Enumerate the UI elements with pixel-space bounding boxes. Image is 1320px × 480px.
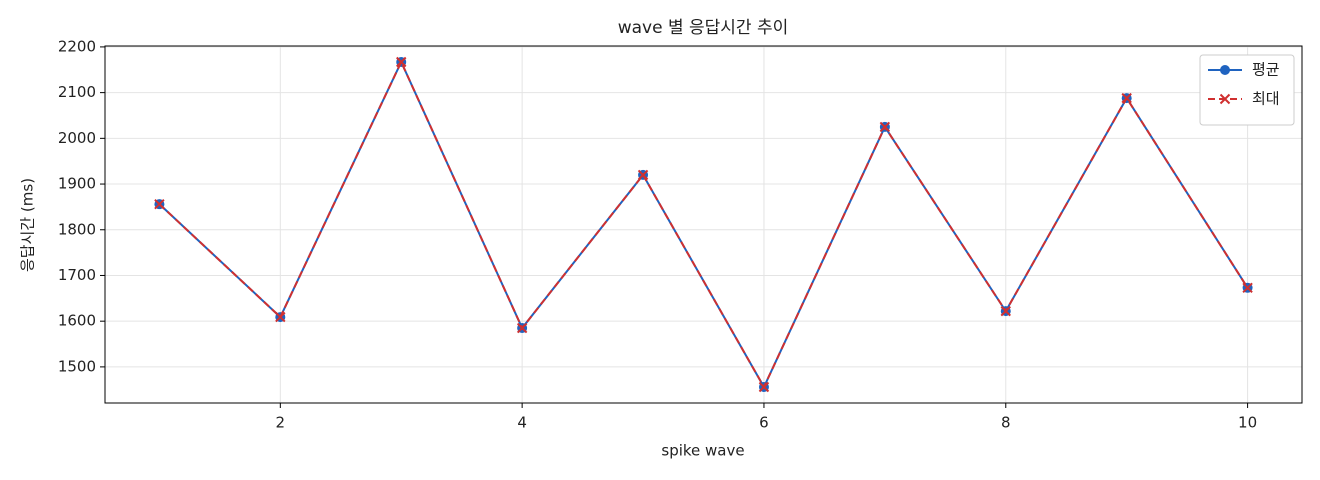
legend-label: 최대	[1252, 90, 1280, 108]
point	[516, 322, 528, 334]
plot-frame	[104, 45, 1303, 404]
y-tick-label: 2200	[58, 37, 96, 55]
y-axis-label: 응답시간 (ms)	[19, 178, 37, 272]
y-tick-label: 1700	[58, 266, 96, 284]
series-line	[158, 59, 1249, 390]
legend-box	[1199, 54, 1295, 126]
point	[1000, 305, 1011, 317]
y-tick-label: 2100	[58, 83, 96, 101]
point	[1242, 282, 1253, 294]
point	[1121, 92, 1132, 104]
point	[275, 311, 286, 323]
y-tick-label: 1600	[58, 312, 96, 330]
chart-title: wave 별 응답시간 추이	[618, 18, 789, 38]
x-tick-label: 8	[1001, 414, 1011, 432]
legend-label: 평균	[1252, 61, 1280, 79]
series-line	[158, 59, 1249, 390]
x-tick-label: 6	[759, 414, 769, 432]
point	[879, 121, 891, 133]
y-tick-label: 1500	[58, 357, 96, 375]
x-tick-label: 2	[276, 414, 286, 432]
x-tick-label: 4	[517, 414, 527, 432]
point	[758, 381, 770, 393]
y-tick-label: 2000	[58, 129, 96, 147]
point	[154, 198, 165, 210]
y-tick-label: 1900	[58, 175, 96, 193]
x-tick-label: 10	[1238, 414, 1257, 432]
x-axis-label: spike wave	[661, 442, 744, 460]
point	[637, 169, 649, 181]
point	[396, 56, 407, 68]
y-tick-label: 1800	[58, 220, 96, 238]
legend-marker	[1219, 93, 1231, 105]
legend-marker	[1220, 65, 1230, 75]
